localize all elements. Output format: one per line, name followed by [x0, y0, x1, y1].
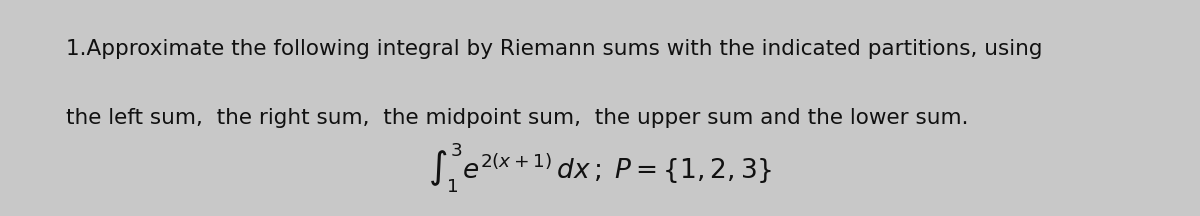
- Text: the left sum,  the right sum,  the midpoint sum,  the upper sum and the lower su: the left sum, the right sum, the midpoin…: [66, 108, 968, 128]
- Text: 1.Approximate the following integral by Riemann sums with the indicated partitio: 1.Approximate the following integral by …: [66, 39, 1043, 59]
- Text: $\int_1^3 e^{2(x+1)}\,dx\,;\; P = \{1, 2, 3\}$: $\int_1^3 e^{2(x+1)}\,dx\,;\; P = \{1, 2…: [428, 140, 772, 194]
